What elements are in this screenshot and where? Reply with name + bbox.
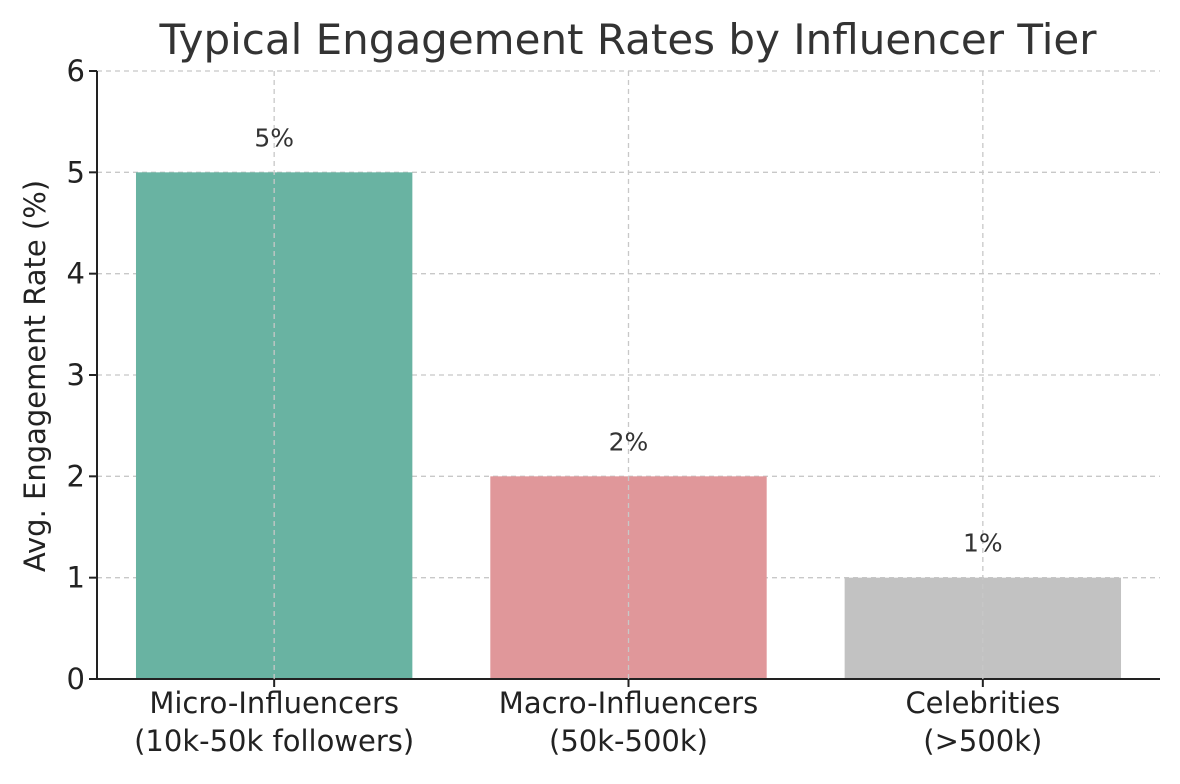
x-category-label-line-2-0: Celebrities [905,686,1060,720]
x-category-label-line-1-1: (50k-500k) [549,724,708,758]
x-category-label-1: Macro-Influencers (50k-500k) [499,686,758,758]
chart-title: Typical Engagement Rates by Influencer T… [158,15,1097,64]
x-category-label-line-0-0: Micro-Influencers [149,686,399,720]
bar-2 [844,577,1122,679]
y-tick-label-6: 6 [67,54,85,88]
bar-value-label-0: 5% [254,123,294,152]
x-category-label-line-2-1: (>500k) [923,724,1042,758]
bar-value-label-2: 1% [963,529,1003,558]
y-tick-label-4: 4 [67,257,85,291]
x-category-label-line-1-0: Macro-Influencers [499,686,758,720]
y-tick-label-0: 0 [67,662,85,696]
y-tick-label-2: 2 [67,459,85,493]
y-tick-label-3: 3 [67,358,85,392]
label-layer: 0 1 2 3 4 5 6 5% Micro-Influencers (10k-50k follo… [67,54,1061,758]
y-tick-label-1: 1 [67,561,85,595]
y-tick-label-5: 5 [67,155,85,189]
y-axis-label: Avg. Engagement Rate (%) [18,180,52,572]
x-category-label-line-0-1: (10k-50k followers) [134,724,414,758]
x-category-label-2: Celebrities (>500k) [905,686,1060,758]
x-category-label-0: Micro-Influencers (10k-50k followers) [134,686,414,758]
bar-value-label-1: 2% [609,427,649,456]
